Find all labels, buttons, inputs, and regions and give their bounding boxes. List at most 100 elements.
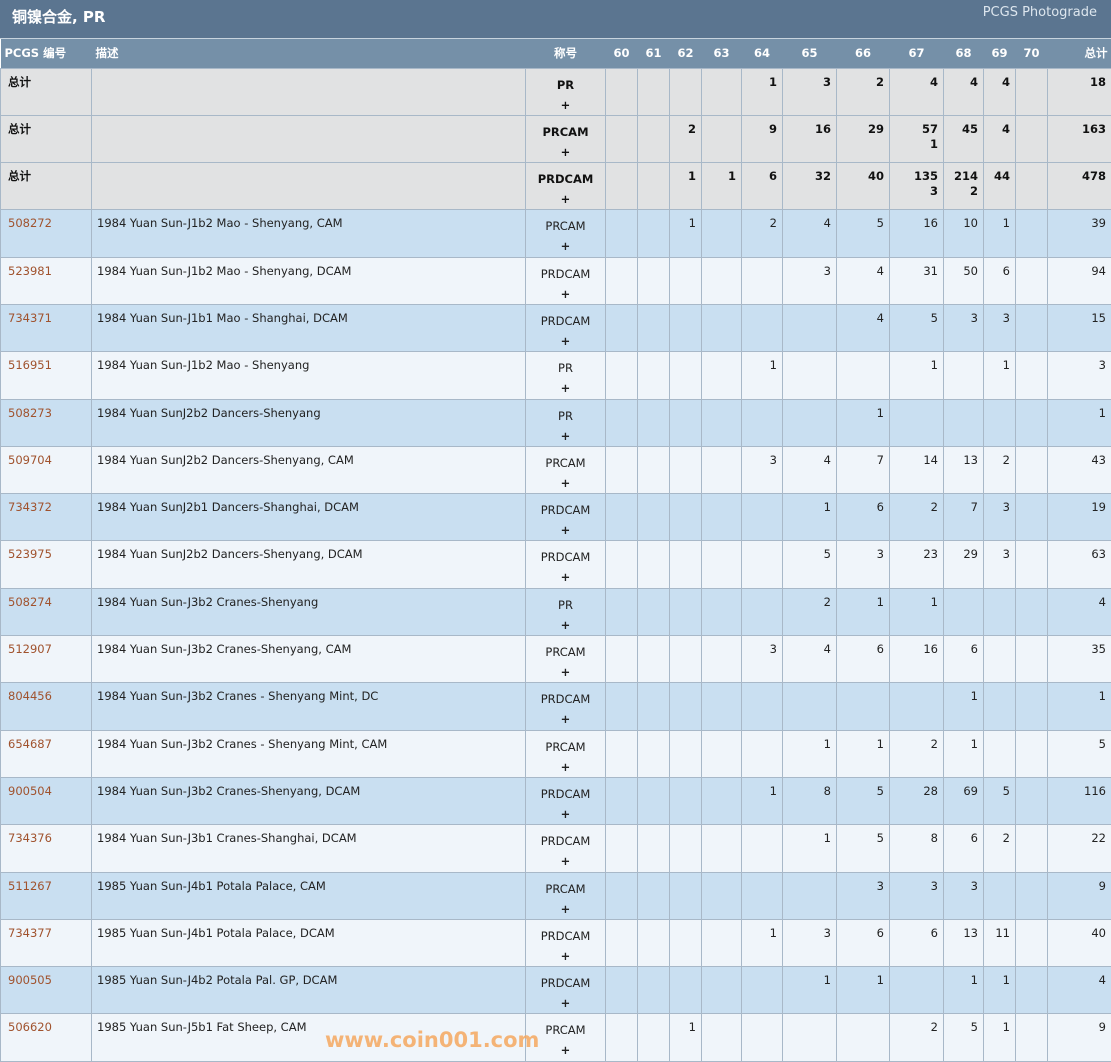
pcgs-code-link[interactable]: 900504 [1,777,92,824]
grade-count [638,636,670,683]
designation-cell: PRCAM + [526,446,606,493]
grade-count [742,967,783,1014]
plus-toggle[interactable]: + [531,993,600,1013]
grade-count-text: 4 [1002,122,1010,136]
plus-toggle[interactable]: + [531,709,600,729]
grade-count: 3 [783,68,837,115]
grade-count [742,872,783,919]
grade-count [638,115,670,162]
grade-count: 1 [783,825,837,872]
grade-count: 28 [890,777,944,824]
photograde-link[interactable]: PCGS Photograde [983,5,1097,20]
pcgs-code-link-text[interactable]: 511267 [8,879,52,893]
pcgs-code-link-text[interactable]: 734372 [8,500,52,514]
grade-count [670,68,702,115]
pcgs-code-link-text[interactable]: 654687 [8,737,52,751]
plus-toggle[interactable]: + [531,189,600,209]
pcgs-code-link-text[interactable]: 508272 [8,216,52,230]
grade-count-text: 7 [971,500,978,514]
totals-label-text: 总计 [8,122,31,136]
designation-cell-text: PRCAM [545,456,585,470]
grade-count: 4 [783,636,837,683]
designation-cell: PR+ [526,588,606,635]
plus-toggle[interactable]: + [531,426,600,446]
pcgs-code-link[interactable]: 523981 [1,257,92,304]
grade-count [670,777,702,824]
plus-toggle[interactable]: + [531,473,600,493]
grade-count: 1 [984,210,1016,257]
grade-count [606,730,638,777]
plus-toggle[interactable]: + [531,899,600,919]
pcgs-code-link[interactable]: 512907 [1,636,92,683]
grade-count [638,919,670,966]
pcgs-code-link[interactable]: 506620 [1,1014,92,1061]
pcgs-code-link-text[interactable]: 734376 [8,831,52,845]
pcgs-code-link-text[interactable]: 734371 [8,311,52,325]
grade-count: 44 [984,163,1016,210]
pcgs-code-link[interactable]: 734376 [1,825,92,872]
total-count-text: 478 [1082,169,1106,183]
grade-count-text: 5 [971,1020,978,1034]
pcgs-code-link[interactable]: 511267 [1,872,92,919]
description-cell: 1984 Yuan Sun-J3b2 Cranes-Shenyang, DCAM [92,777,526,824]
pcgs-code-link-text[interactable]: 508274 [8,595,52,609]
pcgs-code-link-text[interactable]: 523975 [8,547,52,561]
pcgs-code-link[interactable]: 734372 [1,494,92,541]
plus-toggle[interactable]: + [531,757,600,777]
pcgs-code-link-text[interactable]: 509704 [8,453,52,467]
pcgs-code-link[interactable]: 734371 [1,304,92,351]
description-cell: 1984 Yuan Sun-J3b2 Cranes - Shenyang Min… [92,683,526,730]
plus-toggle[interactable]: + [531,851,600,871]
pcgs-code-link-text[interactable]: 523981 [8,264,52,278]
grade-count [638,163,670,210]
pcgs-code-link[interactable]: 508274 [1,588,92,635]
grade-count [783,872,837,919]
pcgs-code-link[interactable]: 734377 [1,919,92,966]
description-cell: 1984 Yuan Sun-J3b2 Cranes - Shenyang Min… [92,730,526,777]
grade-count: 6 [742,163,783,210]
grade-count [1016,304,1048,351]
pcgs-code-link[interactable]: 508273 [1,399,92,446]
pcgs-code-link[interactable]: 804456 [1,683,92,730]
designation-cell-text: PRDCAM [541,550,591,564]
plus-toggle[interactable]: + [531,804,600,824]
plus-toggle[interactable]: + [531,284,600,304]
pcgs-code-link[interactable]: 523975 [1,541,92,588]
pcgs-code-link-text[interactable]: 900505 [8,973,52,987]
pcgs-code-link-text[interactable]: 516951 [8,358,52,372]
plus-toggle[interactable]: + [531,236,600,256]
plus-toggle[interactable]: + [531,378,600,398]
pcgs-code-link-text[interactable]: 506620 [8,1020,52,1034]
pcgs-code-link[interactable]: 516951 [1,352,92,399]
grade-count [702,967,742,1014]
plus-toggle[interactable]: + [531,520,600,540]
grade-count [606,1014,638,1061]
grade-count: 1 [670,210,702,257]
pcgs-code-link-text[interactable]: 512907 [8,642,52,656]
grade-count [702,683,742,730]
pcgs-code-link[interactable]: 654687 [1,730,92,777]
description-cell [92,68,526,115]
plus-toggle[interactable]: + [531,142,600,162]
plus-toggle[interactable]: + [531,95,600,115]
grade-count: 69 [944,777,984,824]
pcgs-code-link-text[interactable]: 508273 [8,406,52,420]
grade-count [606,304,638,351]
pcgs-code-link-text[interactable]: 734377 [8,926,52,940]
plus-toggle[interactable]: + [531,1040,600,1060]
plus-toggle[interactable]: + [531,946,600,966]
plus-toggle[interactable]: + [531,662,600,682]
pcgs-code-link[interactable]: 509704 [1,446,92,493]
plus-toggle[interactable]: + [531,567,600,587]
pcgs-code-link-text[interactable]: 900504 [8,784,52,798]
grade-count [670,304,702,351]
designation-cell-text: PRCAM [545,645,585,659]
grade-count: 3 [984,541,1016,588]
plus-toggle[interactable]: + [531,331,600,351]
grade-count [984,683,1016,730]
pcgs-code-link-text[interactable]: 804456 [8,689,52,703]
plus-toggle[interactable]: + [531,615,600,635]
pcgs-code-link[interactable]: 900505 [1,967,92,1014]
pcgs-code-link[interactable]: 508272 [1,210,92,257]
